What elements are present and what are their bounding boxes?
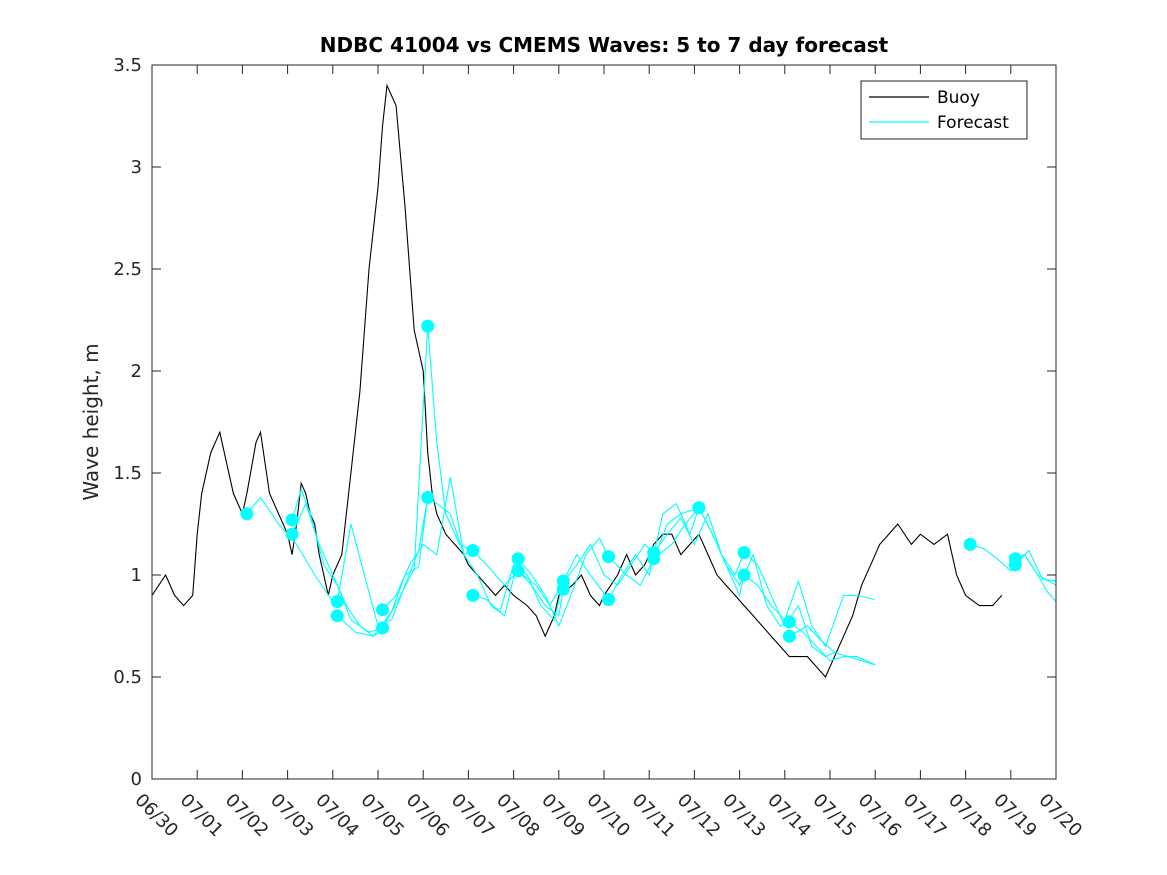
forecast-marker-21 xyxy=(737,568,751,582)
forecast-marker-24 xyxy=(963,537,977,551)
forecast-marker-5 xyxy=(376,603,389,617)
y-tick-label: 0 xyxy=(131,769,142,790)
forecast-marker-19 xyxy=(692,501,706,515)
forecast-marker-2 xyxy=(285,527,299,541)
forecast-series-line-21 xyxy=(789,625,876,666)
y-tick-label: 0.5 xyxy=(113,667,142,688)
forecast-marker-7 xyxy=(421,319,435,333)
forecast-marker-23 xyxy=(782,629,796,643)
forecast-series-line-15 xyxy=(653,512,745,577)
forecast-marker-10 xyxy=(466,588,480,602)
forecast-series-line-5 xyxy=(382,477,474,611)
legend-box xyxy=(860,80,1028,140)
forecast-marker-9 xyxy=(466,544,480,557)
forecast-marker-20 xyxy=(737,546,751,560)
y-tick-label: 1.5 xyxy=(113,463,142,484)
forecast-marker-4 xyxy=(330,609,344,623)
forecast-marker-16 xyxy=(602,593,615,606)
forecast-marker-1 xyxy=(285,513,299,527)
forecast-series-line-9 xyxy=(472,550,564,617)
legend: Buoy Forecast xyxy=(860,80,1028,140)
legend-buoy-label: Buoy xyxy=(937,88,980,108)
forecast-marker-0 xyxy=(240,507,254,521)
forecast-series-line-18 xyxy=(743,552,835,658)
forecast-marker-18 xyxy=(647,552,661,566)
forecast-marker-6 xyxy=(376,621,389,635)
forecast-series-line-23 xyxy=(1015,553,1057,602)
y-axis-label: Wave height, m xyxy=(79,343,103,500)
forecast-series-line-19 xyxy=(743,574,876,648)
y-tick-label: 2.5 xyxy=(113,259,142,280)
forecast-marker-11 xyxy=(511,552,525,566)
y-tick-label: 3.5 xyxy=(113,55,142,76)
forecast-series-line-6 xyxy=(382,326,474,629)
forecast-marker-14 xyxy=(556,582,570,596)
forecast-marker-22 xyxy=(782,615,796,629)
plot-area xyxy=(152,65,1056,779)
legend-forecast-label: Forecast xyxy=(937,113,1009,133)
chart-title: NDBC 41004 vs CMEMS Waves: 5 to 7 day fo… xyxy=(320,33,889,57)
forecast-marker-12 xyxy=(511,564,525,578)
y-tick-label: 2 xyxy=(131,361,142,382)
forecast-marker-3 xyxy=(330,595,344,608)
forecast-marker-15 xyxy=(602,550,615,564)
forecast-series-line-13 xyxy=(608,502,700,600)
data-layer xyxy=(151,83,1057,679)
forecast-series-line-20 xyxy=(788,621,876,666)
forecast-marker-8 xyxy=(421,491,435,504)
forecast-series-line-24 xyxy=(1014,549,1057,582)
forecast-series-line-12 xyxy=(562,543,655,586)
y-tick-label: 3 xyxy=(131,157,142,178)
forecast-series-line-7 xyxy=(427,497,519,617)
forecast-series-line-10 xyxy=(517,537,609,628)
y-tick-label: 1 xyxy=(131,565,142,586)
buoy-series-line xyxy=(151,83,1003,679)
forecast-marker-26 xyxy=(1008,558,1022,572)
